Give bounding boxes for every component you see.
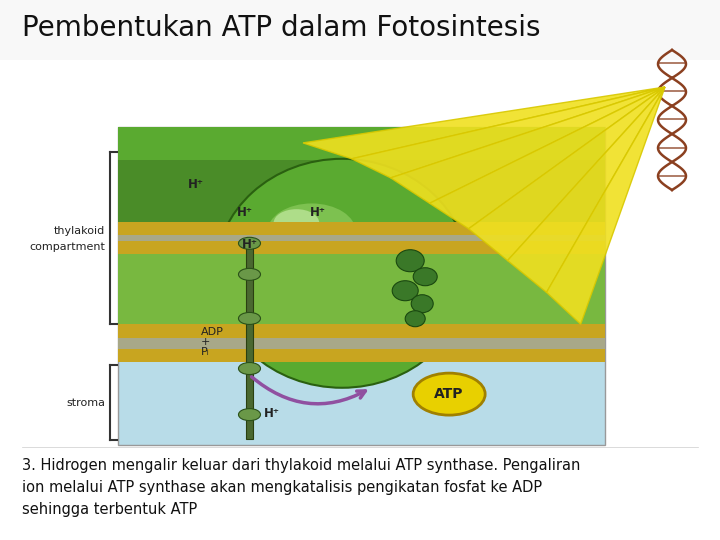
Ellipse shape — [238, 313, 261, 325]
FancyBboxPatch shape — [118, 127, 605, 445]
Text: H⁺: H⁺ — [310, 206, 325, 219]
Polygon shape — [391, 87, 665, 204]
Text: H⁺: H⁺ — [237, 206, 253, 219]
FancyArrowPatch shape — [251, 377, 365, 404]
Polygon shape — [303, 87, 665, 159]
Text: 3. Hidrogen mengalir keluar dari thylakoid melalui ATP synthase. Pengaliran
ion : 3. Hidrogen mengalir keluar dari thylako… — [22, 458, 580, 517]
Text: compartment: compartment — [29, 242, 105, 252]
FancyBboxPatch shape — [0, 0, 720, 60]
FancyBboxPatch shape — [118, 127, 605, 160]
Text: H⁺: H⁺ — [188, 178, 204, 191]
Text: stroma: stroma — [66, 397, 105, 408]
Ellipse shape — [405, 310, 426, 327]
Ellipse shape — [238, 268, 261, 280]
Ellipse shape — [238, 362, 261, 375]
FancyBboxPatch shape — [246, 238, 253, 438]
FancyBboxPatch shape — [118, 324, 605, 338]
FancyBboxPatch shape — [118, 222, 605, 235]
Ellipse shape — [215, 159, 469, 388]
Ellipse shape — [392, 281, 418, 301]
FancyBboxPatch shape — [118, 349, 605, 362]
Text: thylakoid: thylakoid — [54, 226, 105, 237]
FancyBboxPatch shape — [118, 338, 605, 349]
Ellipse shape — [413, 373, 485, 415]
FancyBboxPatch shape — [118, 241, 605, 254]
Ellipse shape — [238, 237, 261, 249]
Text: Pembentukan ATP dalam Fotosintesis: Pembentukan ATP dalam Fotosintesis — [22, 14, 541, 42]
Text: Pᵢ: Pᵢ — [201, 347, 210, 357]
Text: H⁺: H⁺ — [241, 238, 258, 251]
FancyBboxPatch shape — [118, 235, 605, 241]
FancyBboxPatch shape — [118, 254, 605, 324]
Polygon shape — [469, 87, 665, 261]
Text: H⁺: H⁺ — [264, 407, 279, 420]
Ellipse shape — [267, 204, 356, 261]
Ellipse shape — [396, 249, 424, 272]
Polygon shape — [352, 87, 665, 178]
Ellipse shape — [413, 268, 437, 286]
Ellipse shape — [274, 209, 319, 237]
Polygon shape — [546, 87, 665, 324]
Ellipse shape — [411, 295, 433, 313]
Text: ADP: ADP — [201, 327, 224, 337]
Polygon shape — [508, 87, 665, 292]
Polygon shape — [430, 87, 665, 229]
FancyBboxPatch shape — [118, 127, 605, 261]
Text: ATP: ATP — [434, 387, 464, 401]
Ellipse shape — [238, 409, 261, 421]
Text: +: + — [201, 337, 210, 347]
